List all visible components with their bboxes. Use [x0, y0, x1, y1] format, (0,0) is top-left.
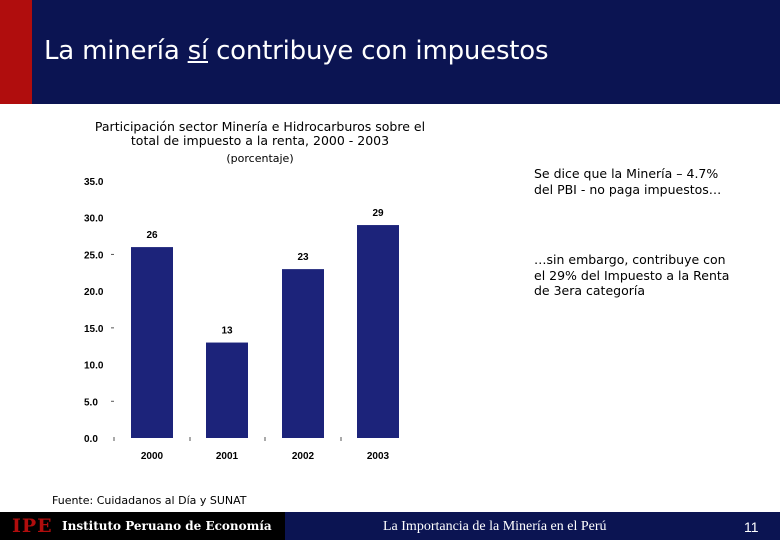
bar-2000	[131, 247, 173, 438]
chart-title-line-1: Participación sector Minería e Hidrocarb…	[94, 119, 426, 134]
data-label-2002: 23	[297, 252, 309, 263]
y-tick-label: 15.0	[84, 324, 104, 335]
footer-bar: IPE Instituto Peruano de Economía La Imp…	[0, 512, 780, 540]
footer-logo-block: IPE Instituto Peruano de Economía	[0, 512, 285, 540]
y-tick-label: 0.0	[84, 434, 98, 445]
chart-subtitle: (porcentaje)	[226, 152, 294, 165]
title-underlined-word: sí	[187, 36, 209, 66]
note-counterpoint: …sin embargo, contribuye con el 29% del …	[534, 252, 730, 298]
source-note: Fuente: Cuidadanos al Día y SUNAT	[52, 494, 247, 507]
y-tick-label: 25.0	[84, 250, 104, 261]
header-red-stripe	[0, 0, 32, 104]
y-tick-label: 30.0	[84, 214, 104, 225]
data-label-2000: 26	[146, 230, 158, 241]
x-tick-label-2001: 2001	[216, 451, 239, 462]
title-part-1: La minería	[44, 36, 188, 66]
x-tick-label-2002: 2002	[292, 451, 315, 462]
title-part-2: contribuye con impuestos	[208, 36, 549, 66]
presentation-title: La Importancia de la Minería en el Perú	[383, 519, 607, 534]
data-label-2003: 29	[372, 208, 384, 219]
y-tick-label: 5.0	[84, 397, 98, 408]
institute-name: Instituto Peruano de Economía	[62, 519, 272, 533]
header-navy-panel	[32, 0, 780, 104]
x-tick-label-2000: 2000	[141, 451, 164, 462]
header-banner: La minería sí contribuye con impuestos	[0, 0, 780, 104]
data-label-2001: 13	[221, 326, 233, 337]
note-claim: Se dice que la Minería – 4.7% del PBI - …	[534, 166, 722, 197]
chart-title: Participación sector Minería e Hidrocarb…	[70, 120, 450, 148]
bar-2003	[357, 225, 399, 438]
ipe-logo: IPE	[12, 515, 53, 537]
chart-title-line-2: total de impuesto a la renta, 2000 - 200…	[130, 133, 390, 148]
slide-title: La minería sí contribuye con impuestos	[44, 36, 549, 66]
y-tick-label: 35.0	[84, 177, 104, 188]
y-tick-label: 10.0	[84, 361, 104, 372]
x-tick-label-2003: 2003	[367, 451, 390, 462]
bar-2002	[282, 269, 324, 438]
y-tick-label: 20.0	[84, 287, 104, 298]
bar-2001	[206, 342, 248, 438]
page-number: 11	[744, 519, 759, 535]
